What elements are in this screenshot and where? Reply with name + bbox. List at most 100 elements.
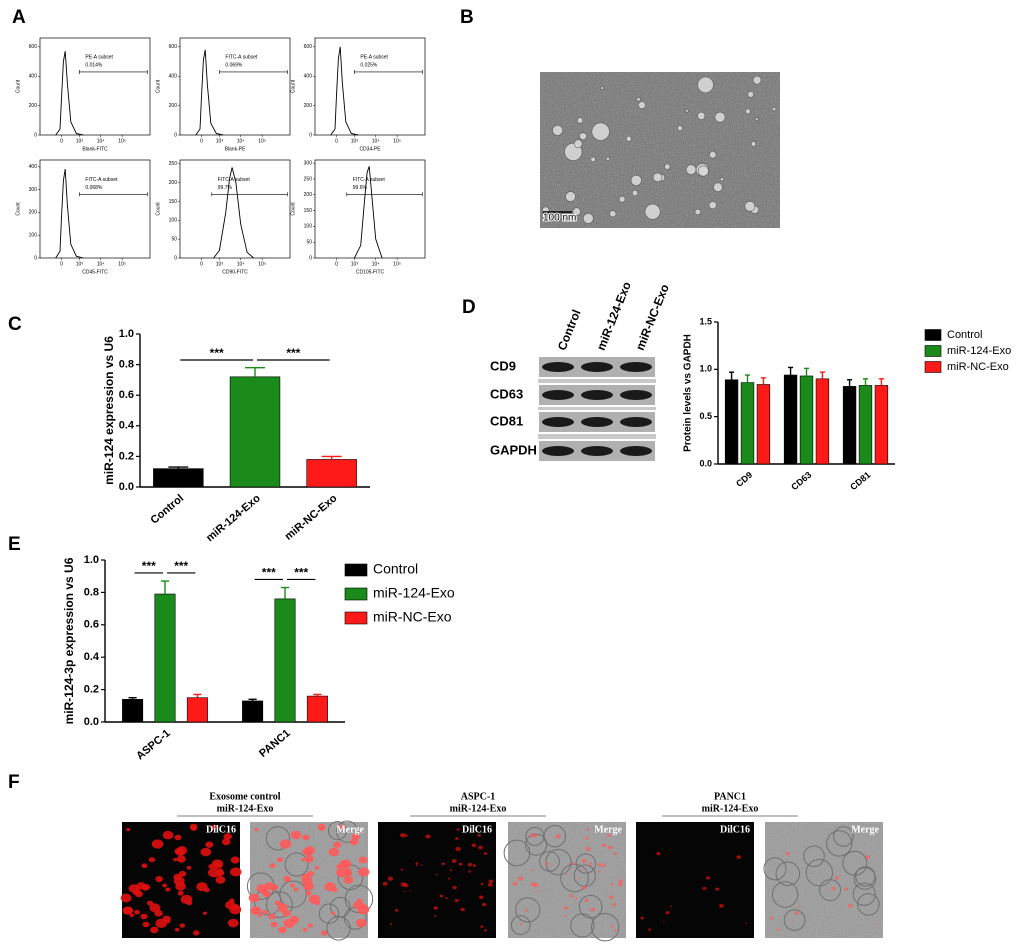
y-tick-label: 1.0 [699,364,712,374]
red-signal [530,882,537,887]
y-tick-label: 0.4 [119,420,135,432]
y-tick-label: 400 [29,74,38,80]
red-signal [403,890,406,893]
x-axis-label: CD45-FITC [82,269,108,275]
gate-label: FITC-A subset [218,177,251,183]
cell-outline [805,859,833,887]
group-subtitle: miR-124-Exo [217,803,274,814]
x-tick-label: CD81 [848,470,872,492]
legend-swatch [344,587,368,601]
y-tick-label: 100 [304,224,313,230]
red-signal [565,873,568,876]
red-signal [468,870,471,873]
gate-label: PE-A subset [360,55,388,61]
x-tick-label: CD9 [734,470,754,489]
red-signal [590,907,596,912]
red-signal [290,830,302,840]
y-axis-label: Count [290,202,296,216]
red-signal [539,890,542,892]
legend-label: miR-124-Exo [373,585,455,601]
x-axis-label: CD34-PE [359,146,381,152]
bar [815,378,830,465]
y-axis-label: miR-124 expression vs U6 [102,336,116,485]
vesicle [652,172,663,183]
red-signal [142,921,150,928]
red-signal [290,883,296,888]
gate-label: 0.068% [85,185,103,191]
red-signal [303,882,314,891]
red-signal [151,839,164,849]
vesicle [600,86,604,90]
cell-outline [545,849,572,876]
image-label: DilC16 [720,824,750,835]
red-signal [533,890,536,893]
y-tick-label: 200 [304,103,313,109]
blot-band [542,417,574,427]
red-signal [614,929,618,932]
vesicle [709,151,717,159]
red-signal [610,882,614,886]
red-signal [452,885,457,890]
flow-plot: 0 50 100 150 200 250 0 10³ 10⁴ 10⁵ CD90-FITC Count F… [155,159,291,275]
red-signal [479,895,484,900]
x-tick-label: 10⁴ [372,261,380,267]
image-label: Merge [851,824,879,835]
red-signal [617,882,623,887]
y-tick-label: 50 [306,240,312,246]
blot-row-label: CD63 [490,386,523,401]
gate-label: 99.6% [353,185,368,191]
bar [274,598,296,723]
red-signal [179,923,186,928]
group-title: ASPC-1 [461,791,495,802]
red-signal [175,848,186,857]
red-signal [256,884,268,893]
plot-frame [314,159,426,259]
red-signal [447,877,451,880]
y-tick-label: 0.8 [84,586,99,598]
red-signal [458,862,463,866]
cell-outline [327,821,348,841]
y-tick-label: 300 [304,160,313,166]
red-signal [248,893,260,903]
histogram-curve [195,49,224,136]
y-tick-label: 0.2 [84,684,99,696]
red-signal [293,887,299,892]
panel-label: E [8,534,21,555]
red-signal [120,893,132,903]
micrograph [378,822,496,938]
red-signal [719,903,724,908]
y-tick-label: 0.8 [119,359,134,371]
cell-outline [318,903,340,924]
x-tick-label: 0 [60,261,63,267]
red-signal [162,830,174,840]
cell-outline [515,897,541,923]
red-signal [268,913,276,920]
red-signal [585,837,589,840]
red-signal [389,923,393,926]
red-signal [141,863,148,869]
red-signal [487,882,493,887]
vesicle [631,189,639,197]
red-signal [254,827,259,832]
red-signal [612,903,617,907]
vesicle [714,111,726,123]
red-signal [745,922,747,924]
red-signal [769,916,773,920]
y-tick-label: 0 [309,132,312,138]
vesicle [677,125,683,131]
image-label: DilC16 [206,824,236,835]
x-axis-label: Blank-PE [225,146,247,152]
vesicle [719,177,724,182]
y-tick-label: 50 [171,236,177,242]
x-tick-label: 10⁵ [258,261,266,267]
red-signal [270,921,278,928]
red-signal [217,870,225,876]
vesicle [754,117,759,122]
cell-outline [591,913,620,942]
red-signal [705,876,710,880]
x-tick-label: 10⁵ [118,261,126,267]
red-signal [150,926,159,934]
vesicle [685,108,689,113]
